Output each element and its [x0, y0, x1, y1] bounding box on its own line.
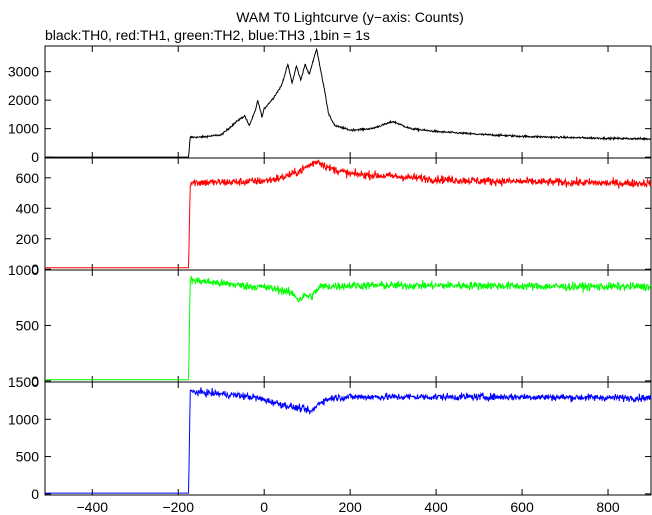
chart-subtitle: black:TH0, red:TH1, green:TH2, blue:TH3 …	[45, 27, 370, 43]
x-tick-label: 200	[338, 499, 362, 515]
y-tick-label-TH0: 2000	[8, 92, 39, 108]
y-tick-label-TH2: 0	[31, 373, 39, 389]
series-line-TH0	[45, 47, 652, 158]
series-line-TH2	[45, 275, 652, 381]
x-tick-label: 600	[510, 499, 534, 515]
y-tick-label-TH2: 500	[16, 317, 40, 333]
chart-title: WAM T0 Lightcurve (y−axis: Counts)	[236, 9, 464, 25]
series-line-TH1	[45, 159, 652, 269]
series-line-TH3	[45, 387, 652, 494]
x-tick-label: −400	[77, 499, 109, 515]
y-tick-label-TH3: 0	[31, 486, 39, 502]
y-tick-label-TH3: 1500	[8, 374, 39, 390]
y-tick-label-TH0: 0	[31, 149, 39, 165]
y-tick-label-TH1: 0	[31, 261, 39, 277]
x-tick-label: 0	[260, 499, 268, 515]
y-tick-label-TH0: 3000	[8, 64, 39, 80]
y-tick-label-TH1: 600	[16, 170, 40, 186]
y-tick-label-TH1: 200	[16, 231, 40, 247]
x-tick-label: 800	[596, 499, 620, 515]
y-tick-label-TH3: 500	[16, 449, 40, 465]
y-tick-label-TH0: 1000	[8, 121, 39, 137]
panel-frame-TH3	[44, 381, 652, 496]
x-tick-label: 400	[424, 499, 448, 515]
panel-frame-TH0	[44, 45, 652, 159]
y-tick-label-TH3: 1000	[8, 411, 39, 427]
y-tick-label-TH2: 1000	[8, 262, 39, 278]
x-tick-label: −200	[162, 499, 194, 515]
y-tick-label-TH1: 400	[16, 200, 40, 216]
